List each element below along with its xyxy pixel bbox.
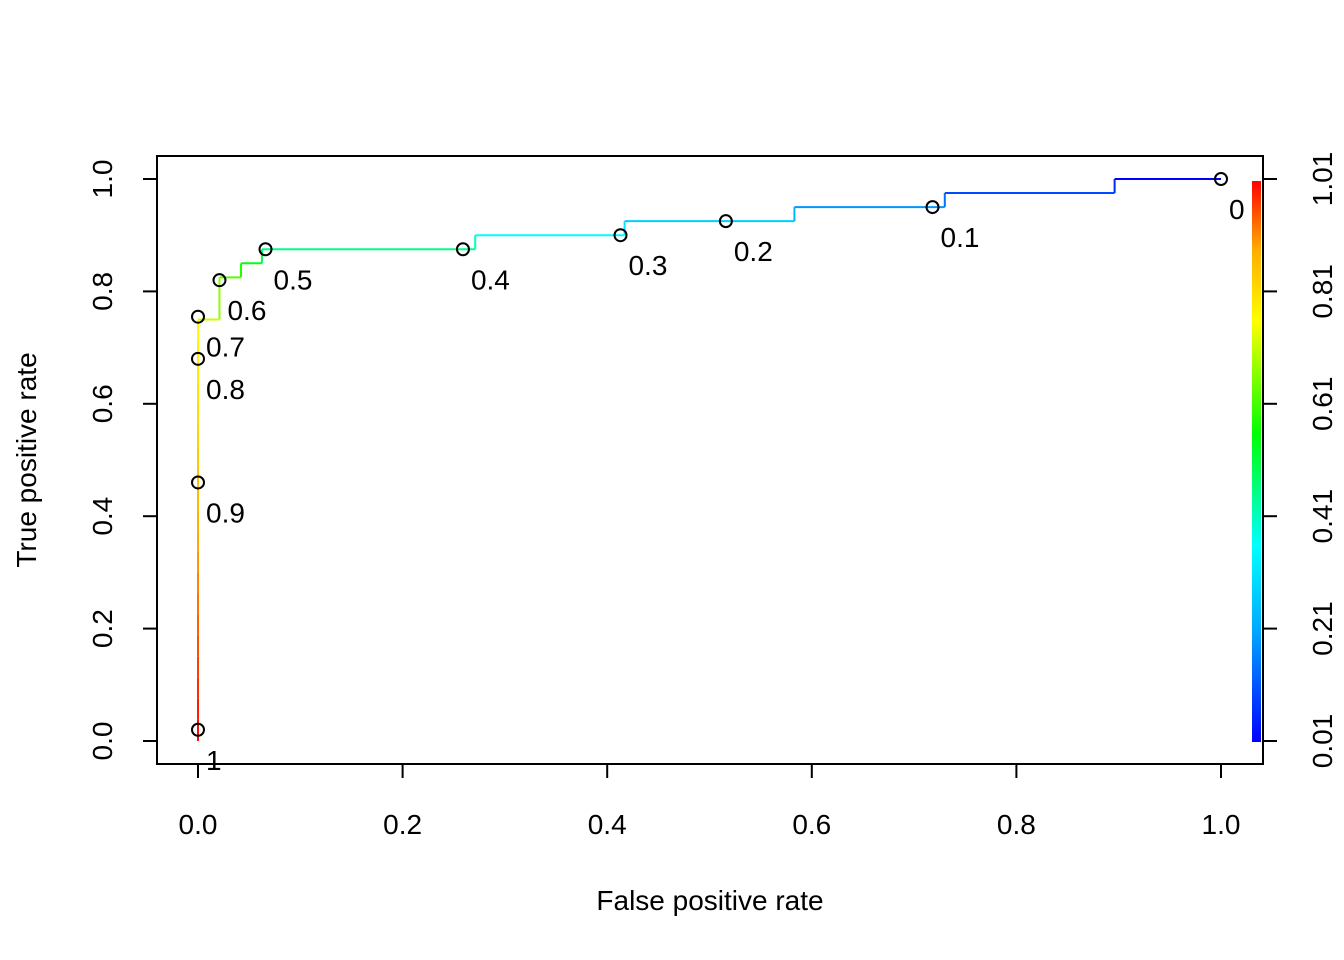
cutoff-label: 0.8: [206, 374, 245, 405]
cutoff-point: [718, 214, 733, 229]
cutoff-point: [455, 242, 470, 257]
colorbar-gradient: [1252, 181, 1261, 742]
x-tick-label: 0.8: [997, 809, 1036, 840]
y-tick-label: 0.2: [87, 609, 118, 648]
x-axis-title: False positive rate: [596, 885, 823, 916]
colorbar: 0.01 0.21 0.41 0.61 0.81 1.01: [1252, 152, 1338, 769]
cutoff-label: 0.1: [941, 222, 980, 253]
x-tick-label: 0.0: [179, 809, 218, 840]
cutoff-label: 0.9: [206, 497, 245, 528]
cutoff-label: 0: [1229, 194, 1245, 225]
cutoff-point: [613, 228, 628, 243]
cutoff-point: [191, 351, 205, 366]
x-tick-label: 1.0: [1202, 809, 1241, 840]
y-axis: 0.0 0.2 0.4 0.6 0.8 1.0: [87, 160, 157, 761]
colorbar-tick-label: 0.21: [1307, 601, 1338, 656]
cutoff-label: 0.6: [227, 295, 266, 326]
x-tick-label: 0.2: [383, 809, 422, 840]
y-tick-label: 1.0: [87, 160, 118, 199]
colorbar-tick-label: 0.81: [1307, 264, 1338, 319]
cutoff-points: 1 0.9 0.8 0.7 0.6 0.5 0.4 0.3 0.2 0.1 0: [191, 172, 1245, 776]
y-tick-label: 0.8: [87, 272, 118, 311]
cutoff-point: [191, 722, 205, 737]
cutoff-label: 0.7: [206, 332, 245, 363]
colorbar-tick-label: 0.01: [1307, 714, 1338, 769]
cutoff-point: [212, 273, 227, 288]
roc-curve: [197, 178, 1221, 741]
cutoff-label: 0.5: [274, 264, 313, 295]
y-axis-title: True positive rate: [11, 352, 42, 567]
colorbar-tick-label: 0.41: [1307, 489, 1338, 544]
y-tick-label: 0.6: [87, 384, 118, 423]
cutoff-point: [191, 309, 205, 324]
cutoff-label: 0.3: [628, 250, 667, 281]
y-tick-label: 0.4: [87, 497, 118, 536]
cutoff-label: 0.2: [734, 236, 773, 267]
x-axis: 0.0 0.2 0.4 0.6 0.8 1.0: [179, 764, 1241, 840]
cutoff-point: [925, 200, 940, 215]
plot-frame: [156, 155, 1264, 765]
cutoff-point: [1214, 172, 1228, 186]
x-tick-label: 0.4: [588, 809, 627, 840]
cutoff-point: [191, 475, 205, 490]
colorbar-tick-label: 1.01: [1307, 152, 1338, 207]
y-tick-label: 0.0: [87, 722, 118, 761]
cutoff-label: 0.4: [471, 264, 510, 295]
cutoff-point: [258, 242, 273, 257]
colorbar-tick-label: 0.61: [1307, 377, 1338, 432]
cutoff-label: 1: [206, 745, 222, 776]
x-tick-label: 0.6: [792, 809, 831, 840]
